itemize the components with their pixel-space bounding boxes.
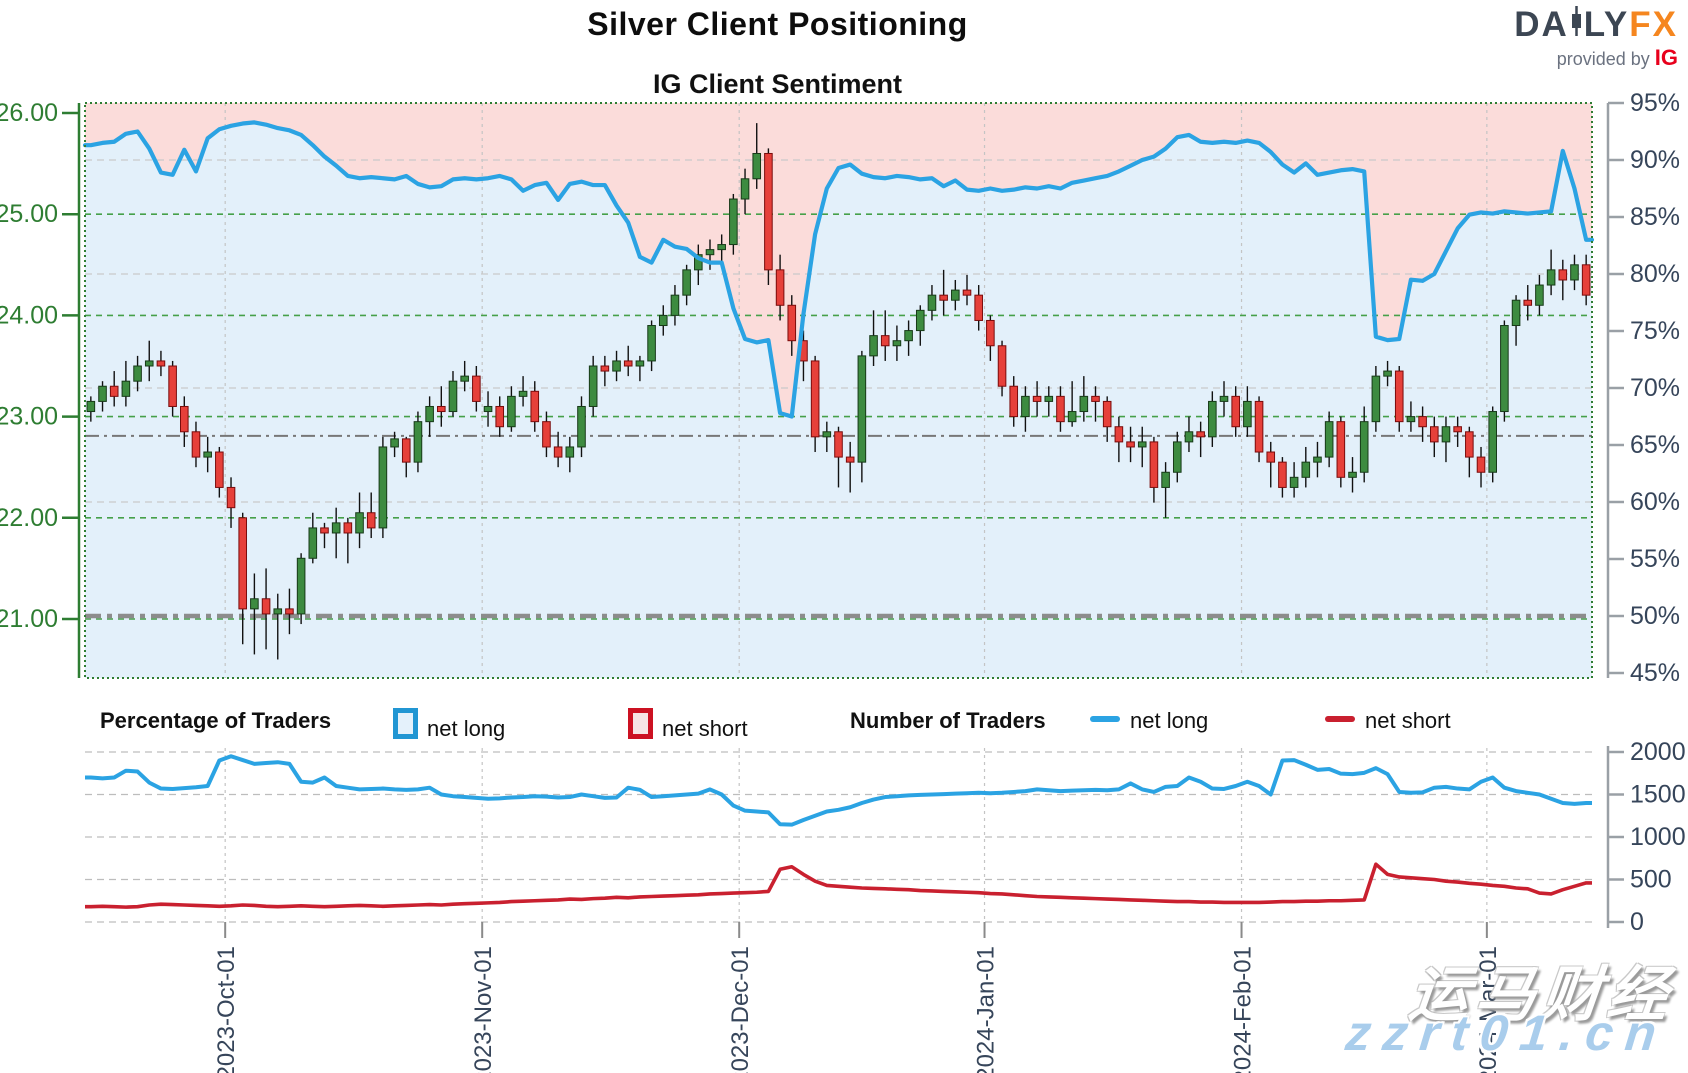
svg-text:75%: 75% bbox=[1630, 317, 1680, 345]
chart-subtitle: IG Client Sentiment bbox=[652, 69, 903, 99]
svg-text:2023-Dec-01: 2023-Dec-01 bbox=[727, 946, 754, 1073]
watermark-url: zzrt01.cn bbox=[1343, 1005, 1671, 1061]
svg-text:2000: 2000 bbox=[1630, 738, 1686, 766]
svg-text:65%: 65% bbox=[1630, 431, 1680, 459]
svg-text:90%: 90% bbox=[1630, 146, 1680, 174]
dailyfx-wordmark: DA LYFX bbox=[1514, 6, 1678, 44]
svg-text:50%: 50% bbox=[1630, 602, 1680, 630]
svg-text:21.00: 21.00 bbox=[0, 605, 58, 633]
svg-text:0: 0 bbox=[1630, 908, 1644, 936]
ig-logo: IG bbox=[1654, 44, 1678, 70]
logo-fx: FX bbox=[1629, 5, 1678, 44]
svg-text:95%: 95% bbox=[1630, 89, 1680, 117]
svg-text:500: 500 bbox=[1630, 866, 1672, 894]
svg-text:2024-Feb-01: 2024-Feb-01 bbox=[1230, 946, 1257, 1073]
legend-percentage-header: Percentage of Traders bbox=[100, 708, 332, 733]
svg-text:22.00: 22.00 bbox=[0, 504, 58, 532]
legend-num-net-long: net long bbox=[1090, 708, 1208, 734]
page-title: Silver Client Positioning bbox=[587, 6, 968, 42]
net-long-swatch-icon bbox=[393, 708, 418, 739]
chart-header: Silver Client Positioning IG Client Sent… bbox=[0, 0, 1555, 100]
candlestick-icon bbox=[1570, 6, 1583, 44]
svg-text:23.00: 23.00 bbox=[0, 403, 58, 431]
dailyfx-logo: DA LYFX provided by IG bbox=[1514, 6, 1678, 69]
net-long-line-icon bbox=[1090, 716, 1120, 722]
svg-text:70%: 70% bbox=[1630, 374, 1680, 402]
svg-text:2024-Mar-01: 2024-Mar-01 bbox=[1475, 946, 1502, 1073]
svg-text:85%: 85% bbox=[1630, 203, 1680, 231]
svg-text:60%: 60% bbox=[1630, 488, 1680, 516]
svg-text:24.00: 24.00 bbox=[0, 301, 58, 329]
legend-number-header: Number of Traders bbox=[850, 708, 1046, 733]
provided-by-label: provided by bbox=[1556, 48, 1650, 69]
svg-text:2023-Nov-01: 2023-Nov-01 bbox=[470, 946, 497, 1073]
svg-text:80%: 80% bbox=[1630, 260, 1680, 288]
net-short-line-icon bbox=[1325, 716, 1355, 722]
net-short-swatch-icon bbox=[628, 708, 653, 739]
legend-pct-net-short: net short bbox=[628, 708, 748, 742]
logo-da: DA bbox=[1514, 5, 1569, 44]
logo-tagline: provided by IG bbox=[1514, 46, 1678, 69]
legend-pct-net-long: net long bbox=[393, 708, 505, 742]
svg-text:26.00: 26.00 bbox=[0, 99, 58, 127]
svg-text:2023-Oct-01: 2023-Oct-01 bbox=[213, 946, 240, 1073]
svg-text:1000: 1000 bbox=[1630, 823, 1686, 851]
svg-text:55%: 55% bbox=[1630, 545, 1680, 573]
legend-num-net-short: net short bbox=[1325, 708, 1451, 734]
svg-text:25.00: 25.00 bbox=[0, 200, 58, 228]
svg-text:1500: 1500 bbox=[1630, 781, 1686, 809]
svg-text:2024-Jan-01: 2024-Jan-01 bbox=[973, 946, 1000, 1073]
logo-ly: LY bbox=[1583, 5, 1630, 44]
svg-text:45%: 45% bbox=[1630, 659, 1680, 687]
